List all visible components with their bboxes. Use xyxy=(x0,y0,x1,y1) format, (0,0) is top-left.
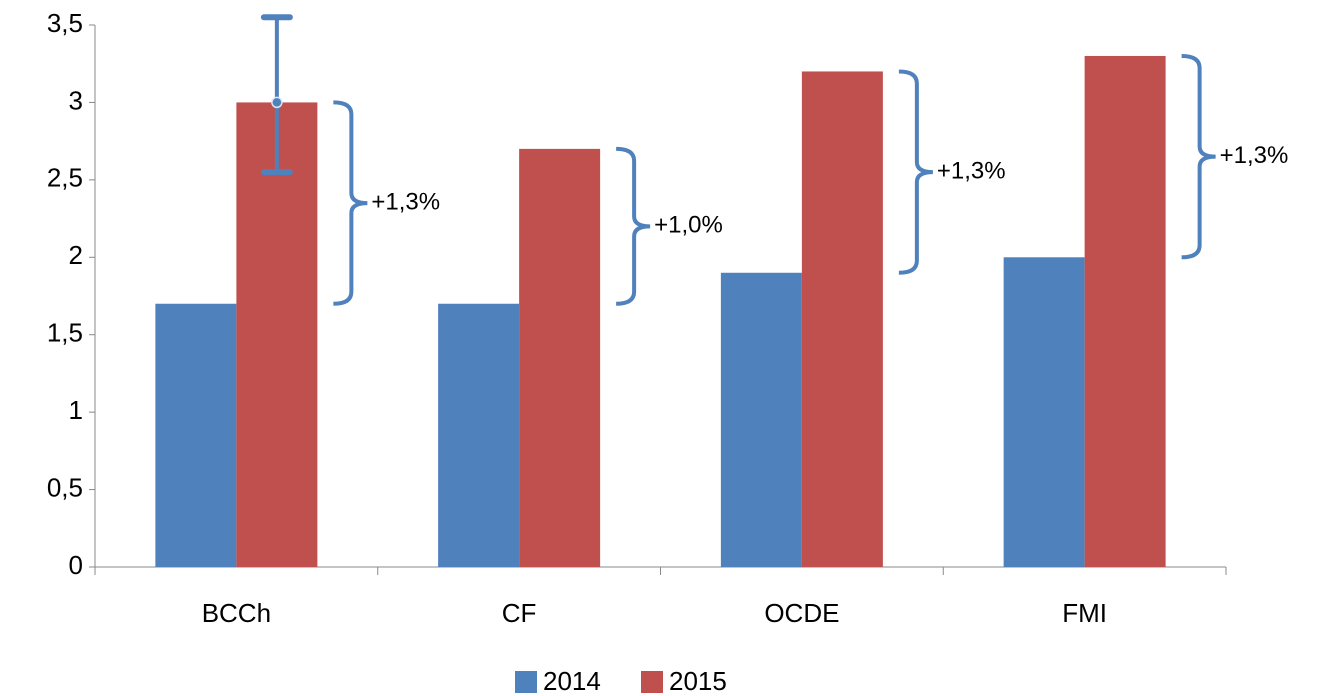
legend-swatch xyxy=(641,671,663,693)
brace xyxy=(333,100,368,306)
y-tick-label: 2,5 xyxy=(47,163,83,193)
legend-label: 2014 xyxy=(543,666,601,696)
error-point xyxy=(271,96,283,109)
brace xyxy=(898,69,933,275)
x-tick-label: FMI xyxy=(1062,598,1107,628)
legend-swatch xyxy=(515,671,537,693)
bar xyxy=(720,272,802,567)
bar xyxy=(1084,55,1166,567)
annotation: +1,3% xyxy=(937,157,1006,184)
annotation: +1,3% xyxy=(1220,142,1289,169)
x-tick-label: CF xyxy=(502,598,537,628)
bar xyxy=(519,148,601,567)
y-tick-label: 1 xyxy=(69,395,83,425)
x-tick-label: BCCh xyxy=(202,598,271,628)
y-tick-label: 0,5 xyxy=(47,472,83,502)
y-tick-label: 1,5 xyxy=(47,318,83,348)
annotation: +1,3% xyxy=(371,188,440,215)
bar xyxy=(236,102,318,567)
y-tick-label: 3 xyxy=(69,85,83,115)
bar xyxy=(1003,257,1085,567)
x-tick-label: OCDE xyxy=(764,598,839,628)
y-tick-label: 2 xyxy=(69,240,83,270)
y-tick-label: 3,5 xyxy=(47,8,83,38)
bar xyxy=(438,303,520,567)
brace xyxy=(1181,53,1216,260)
annotation: +1,0% xyxy=(654,212,723,239)
bar xyxy=(801,71,883,567)
brace xyxy=(616,146,651,306)
y-tick-label: 0 xyxy=(69,550,83,580)
bar xyxy=(155,303,237,567)
legend-label: 2015 xyxy=(669,666,727,696)
